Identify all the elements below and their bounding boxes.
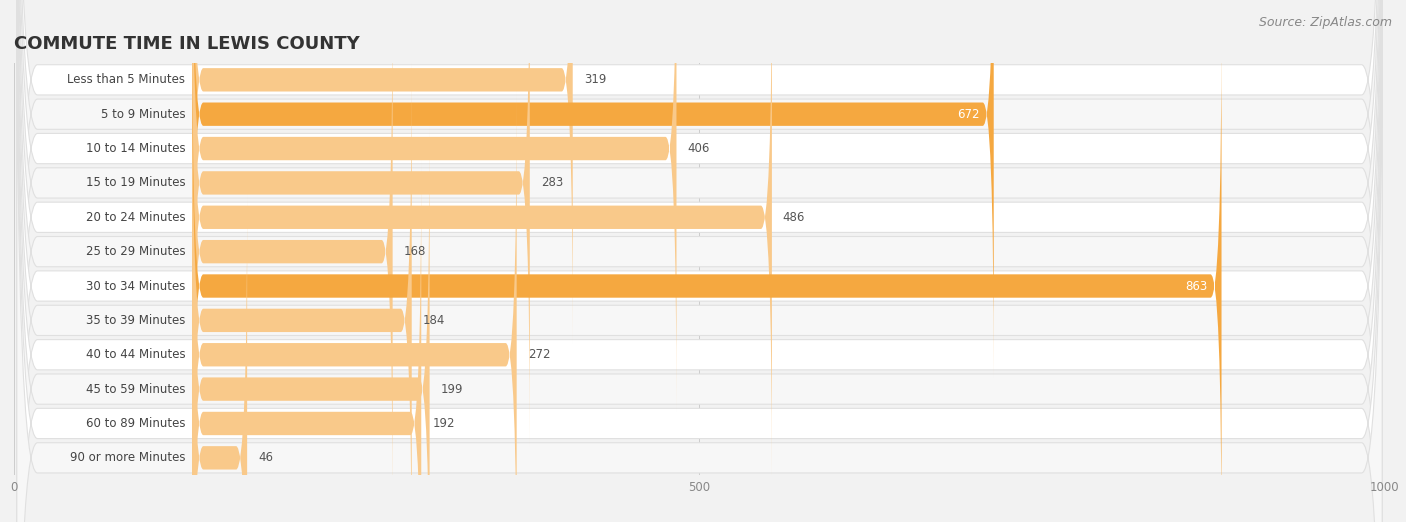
FancyBboxPatch shape xyxy=(193,195,247,522)
FancyBboxPatch shape xyxy=(17,0,1382,522)
Text: 486: 486 xyxy=(783,211,806,224)
FancyBboxPatch shape xyxy=(17,0,1382,522)
Text: 272: 272 xyxy=(527,348,550,361)
Text: 168: 168 xyxy=(404,245,426,258)
Text: Source: ZipAtlas.com: Source: ZipAtlas.com xyxy=(1258,16,1392,29)
Text: 15 to 19 Minutes: 15 to 19 Minutes xyxy=(86,176,186,189)
Text: 60 to 89 Minutes: 60 to 89 Minutes xyxy=(86,417,186,430)
Text: 25 to 29 Minutes: 25 to 29 Minutes xyxy=(86,245,186,258)
FancyBboxPatch shape xyxy=(17,0,1382,522)
Text: 319: 319 xyxy=(583,73,606,86)
FancyBboxPatch shape xyxy=(193,0,392,515)
Text: 5 to 9 Minutes: 5 to 9 Minutes xyxy=(101,108,186,121)
Text: 30 to 34 Minutes: 30 to 34 Minutes xyxy=(86,279,186,292)
Text: 184: 184 xyxy=(423,314,446,327)
Text: COMMUTE TIME IN LEWIS COUNTY: COMMUTE TIME IN LEWIS COUNTY xyxy=(14,35,360,53)
Text: 863: 863 xyxy=(1185,279,1208,292)
FancyBboxPatch shape xyxy=(17,0,1382,522)
Text: 90 or more Minutes: 90 or more Minutes xyxy=(70,452,186,465)
FancyBboxPatch shape xyxy=(193,0,572,343)
FancyBboxPatch shape xyxy=(193,57,412,522)
FancyBboxPatch shape xyxy=(193,23,1222,522)
FancyBboxPatch shape xyxy=(17,0,1382,522)
FancyBboxPatch shape xyxy=(193,126,430,522)
Text: 406: 406 xyxy=(688,142,710,155)
FancyBboxPatch shape xyxy=(17,0,1382,522)
FancyBboxPatch shape xyxy=(193,0,530,446)
Text: Less than 5 Minutes: Less than 5 Minutes xyxy=(67,73,186,86)
FancyBboxPatch shape xyxy=(17,0,1382,522)
FancyBboxPatch shape xyxy=(17,0,1382,522)
Text: 20 to 24 Minutes: 20 to 24 Minutes xyxy=(86,211,186,224)
FancyBboxPatch shape xyxy=(193,0,676,412)
FancyBboxPatch shape xyxy=(17,0,1382,522)
FancyBboxPatch shape xyxy=(17,0,1382,522)
FancyBboxPatch shape xyxy=(17,0,1382,522)
Text: 40 to 44 Minutes: 40 to 44 Minutes xyxy=(86,348,186,361)
Text: 283: 283 xyxy=(541,176,562,189)
FancyBboxPatch shape xyxy=(17,0,1382,522)
FancyBboxPatch shape xyxy=(193,91,516,522)
Text: 46: 46 xyxy=(259,452,273,465)
FancyBboxPatch shape xyxy=(193,0,772,481)
FancyBboxPatch shape xyxy=(193,0,994,377)
FancyBboxPatch shape xyxy=(193,160,422,522)
Text: 672: 672 xyxy=(957,108,980,121)
Text: 199: 199 xyxy=(440,383,463,396)
Text: 10 to 14 Minutes: 10 to 14 Minutes xyxy=(86,142,186,155)
Text: 35 to 39 Minutes: 35 to 39 Minutes xyxy=(86,314,186,327)
Text: 45 to 59 Minutes: 45 to 59 Minutes xyxy=(86,383,186,396)
Text: 192: 192 xyxy=(432,417,454,430)
